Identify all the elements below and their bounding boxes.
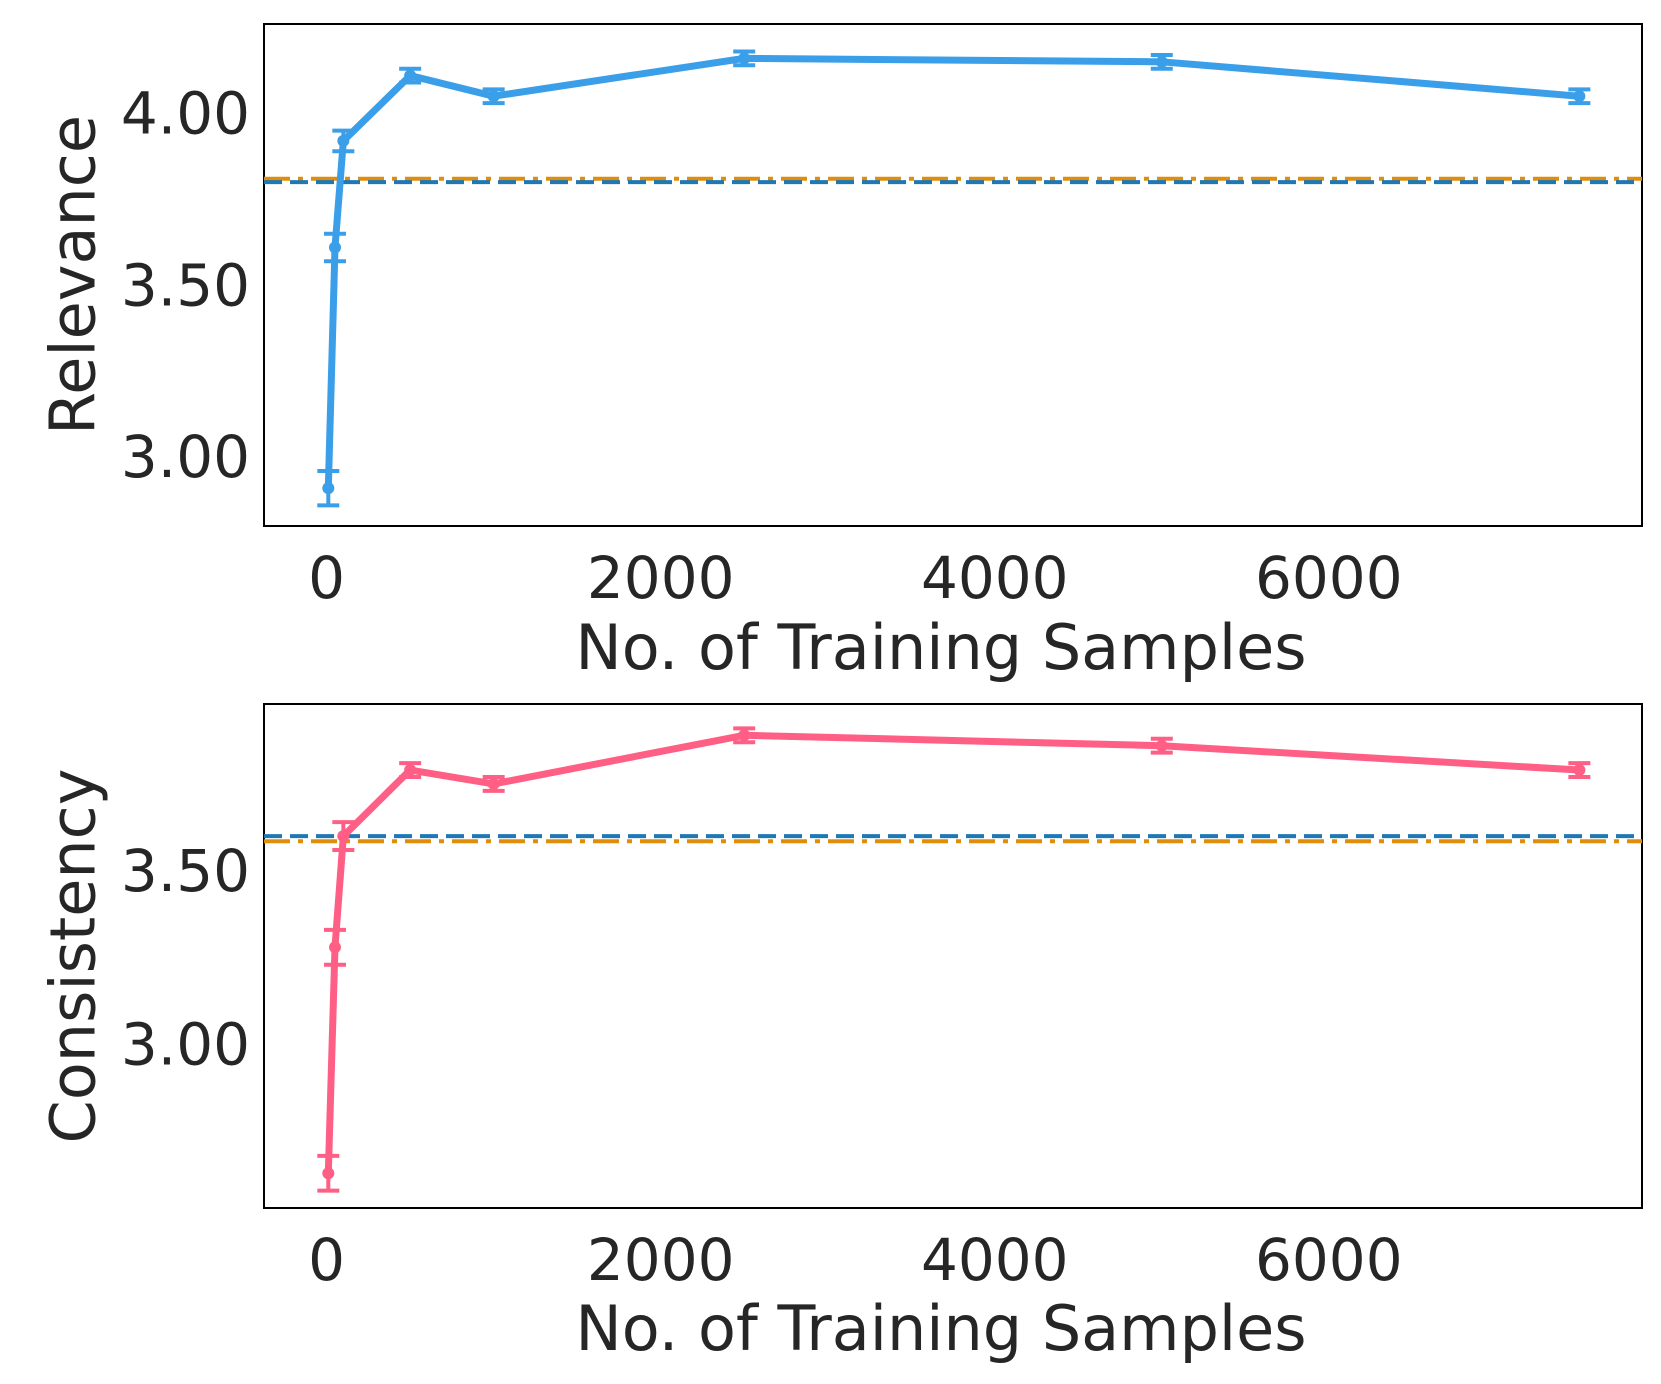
data-point <box>322 482 335 495</box>
data-point <box>487 90 500 103</box>
x-tick-label: 0 <box>308 1226 345 1294</box>
y-tick-label: 3.50 <box>121 837 250 905</box>
x-tick-label: 4000 <box>921 1226 1069 1294</box>
x-tick-label: 2000 <box>587 544 735 612</box>
x-tick-label: 0 <box>308 544 345 612</box>
data-point <box>328 241 341 254</box>
data-point <box>1155 55 1168 68</box>
x-tick-label: 6000 <box>1255 1226 1403 1294</box>
series-line <box>324 54 1583 492</box>
data-point <box>337 134 350 147</box>
data-point <box>487 777 500 790</box>
x-tick-label: 4000 <box>921 544 1069 612</box>
y-tick-label: 3.50 <box>121 251 250 319</box>
y-tick-label: 4.00 <box>121 79 250 147</box>
consistency-panel: 0 2000 4000 6000 3.00 3.50 No. of Training Sam… <box>37 703 1643 1365</box>
y-tick-label: 3.00 <box>121 1011 250 1079</box>
data-point <box>404 69 417 82</box>
series-line <box>324 731 1583 1177</box>
y-axis-label: Relevance <box>37 115 110 435</box>
x-axis-label: No. of Training Samples <box>575 1292 1306 1365</box>
data-point <box>322 1167 335 1180</box>
data-point <box>328 941 341 954</box>
data-point <box>738 52 751 65</box>
data-point <box>1573 764 1586 777</box>
x-tick-label: 2000 <box>587 1226 735 1294</box>
plot-frame <box>263 23 1643 527</box>
y-axis-label: Consistency <box>37 769 110 1144</box>
data-point <box>1573 90 1586 103</box>
data-point <box>404 764 417 777</box>
relevance-panel: 0 2000 4000 6000 3.00 3.50 4.00 No. of Training… <box>37 23 1643 684</box>
plot-frame <box>263 703 1643 1209</box>
x-tick-label: 6000 <box>1255 544 1403 612</box>
data-point <box>738 729 751 742</box>
data-point <box>1155 739 1168 752</box>
x-axis-label: No. of Training Samples <box>575 611 1306 684</box>
y-tick-label: 3.00 <box>121 423 250 491</box>
data-point <box>337 830 350 843</box>
